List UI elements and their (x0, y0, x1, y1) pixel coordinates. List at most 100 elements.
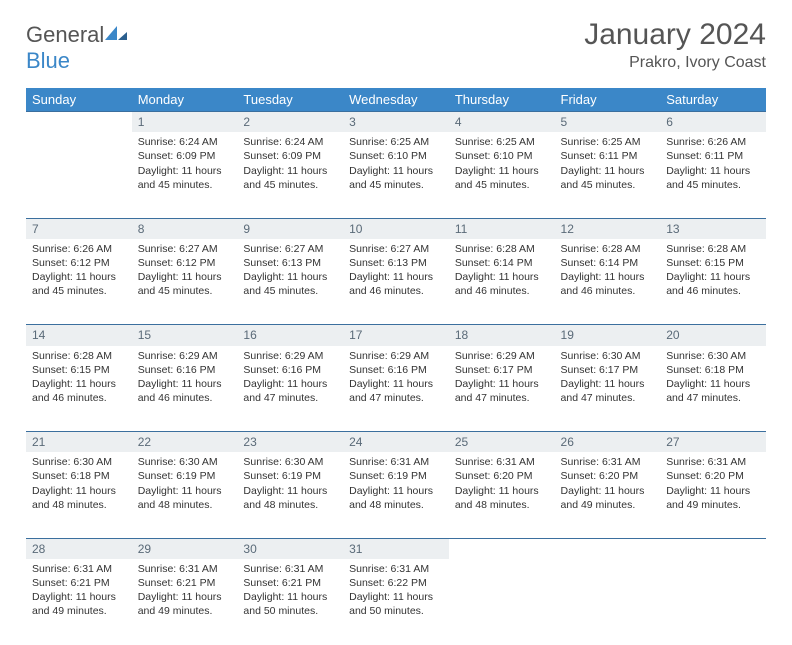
sunrise-text: Sunrise: 6:26 AM (666, 135, 760, 149)
logo-sail-icon (105, 22, 127, 48)
day2-text: and 45 minutes. (455, 178, 549, 192)
day-body-cell (555, 559, 661, 645)
sunrise-text: Sunrise: 6:28 AM (455, 242, 549, 256)
day-number-cell: 9 (237, 218, 343, 239)
sunrise-text: Sunrise: 6:25 AM (349, 135, 443, 149)
day1-text: Daylight: 11 hours (666, 164, 760, 178)
day1-text: Daylight: 11 hours (138, 377, 232, 391)
day-body-cell: Sunrise: 6:31 AMSunset: 6:19 PMDaylight:… (343, 452, 449, 538)
day-body-cell: Sunrise: 6:30 AMSunset: 6:18 PMDaylight:… (660, 346, 766, 432)
day-body-cell: Sunrise: 6:26 AMSunset: 6:11 PMDaylight:… (660, 132, 766, 218)
day1-text: Daylight: 11 hours (32, 590, 126, 604)
day1-text: Daylight: 11 hours (138, 484, 232, 498)
day2-text: and 48 minutes. (243, 498, 337, 512)
sunset-text: Sunset: 6:17 PM (561, 363, 655, 377)
day-body-cell: Sunrise: 6:30 AMSunset: 6:18 PMDaylight:… (26, 452, 132, 538)
day-number-cell: 13 (660, 218, 766, 239)
day-number-cell: 11 (449, 218, 555, 239)
day2-text: and 46 minutes. (138, 391, 232, 405)
day-body-row: Sunrise: 6:28 AMSunset: 6:15 PMDaylight:… (26, 346, 766, 432)
day1-text: Daylight: 11 hours (455, 484, 549, 498)
day1-text: Daylight: 11 hours (32, 270, 126, 284)
day2-text: and 46 minutes. (32, 391, 126, 405)
day-number-cell: 4 (449, 112, 555, 133)
sunrise-text: Sunrise: 6:31 AM (666, 455, 760, 469)
day-number-cell: 31 (343, 538, 449, 559)
day-number-cell: 15 (132, 325, 238, 346)
day1-text: Daylight: 11 hours (561, 484, 655, 498)
day-number-cell: 10 (343, 218, 449, 239)
day-number-cell: 8 (132, 218, 238, 239)
day-body-cell: Sunrise: 6:27 AMSunset: 6:12 PMDaylight:… (132, 239, 238, 325)
day1-text: Daylight: 11 hours (138, 164, 232, 178)
day-header: Saturday (660, 88, 766, 112)
day-number-cell: 16 (237, 325, 343, 346)
day-body-cell: Sunrise: 6:28 AMSunset: 6:15 PMDaylight:… (26, 346, 132, 432)
day1-text: Daylight: 11 hours (243, 377, 337, 391)
day1-text: Daylight: 11 hours (243, 164, 337, 178)
sunset-text: Sunset: 6:12 PM (32, 256, 126, 270)
day2-text: and 49 minutes. (561, 498, 655, 512)
day-body-cell: Sunrise: 6:26 AMSunset: 6:12 PMDaylight:… (26, 239, 132, 325)
sunset-text: Sunset: 6:19 PM (349, 469, 443, 483)
day-body-cell: Sunrise: 6:25 AMSunset: 6:11 PMDaylight:… (555, 132, 661, 218)
sunset-text: Sunset: 6:21 PM (32, 576, 126, 590)
sunset-text: Sunset: 6:13 PM (243, 256, 337, 270)
day-body-cell: Sunrise: 6:27 AMSunset: 6:13 PMDaylight:… (237, 239, 343, 325)
day2-text: and 45 minutes. (138, 284, 232, 298)
day-number-cell: 20 (660, 325, 766, 346)
sunset-text: Sunset: 6:18 PM (666, 363, 760, 377)
day1-text: Daylight: 11 hours (455, 270, 549, 284)
logo-text-general: General (26, 22, 104, 47)
sunset-text: Sunset: 6:10 PM (455, 149, 549, 163)
sunset-text: Sunset: 6:14 PM (561, 256, 655, 270)
day-body-cell: Sunrise: 6:24 AMSunset: 6:09 PMDaylight:… (132, 132, 238, 218)
day-number-cell: 22 (132, 432, 238, 453)
day-body-cell: Sunrise: 6:30 AMSunset: 6:17 PMDaylight:… (555, 346, 661, 432)
sunset-text: Sunset: 6:22 PM (349, 576, 443, 590)
day1-text: Daylight: 11 hours (455, 164, 549, 178)
sunset-text: Sunset: 6:09 PM (243, 149, 337, 163)
sunrise-text: Sunrise: 6:31 AM (138, 562, 232, 576)
day1-text: Daylight: 11 hours (666, 484, 760, 498)
sunset-text: Sunset: 6:19 PM (138, 469, 232, 483)
day-body-cell: Sunrise: 6:25 AMSunset: 6:10 PMDaylight:… (343, 132, 449, 218)
day-body-cell: Sunrise: 6:29 AMSunset: 6:16 PMDaylight:… (237, 346, 343, 432)
day-body-cell: Sunrise: 6:29 AMSunset: 6:16 PMDaylight:… (343, 346, 449, 432)
sunrise-text: Sunrise: 6:31 AM (32, 562, 126, 576)
day-number-cell: 12 (555, 218, 661, 239)
header: GeneralBlue January 2024 Prakro, Ivory C… (26, 18, 766, 74)
sunrise-text: Sunrise: 6:30 AM (32, 455, 126, 469)
sunrise-text: Sunrise: 6:30 AM (561, 349, 655, 363)
sunrise-text: Sunrise: 6:30 AM (138, 455, 232, 469)
day-header: Sunday (26, 88, 132, 112)
day-body-cell: Sunrise: 6:31 AMSunset: 6:22 PMDaylight:… (343, 559, 449, 645)
day2-text: and 45 minutes. (243, 178, 337, 192)
sunset-text: Sunset: 6:10 PM (349, 149, 443, 163)
sunset-text: Sunset: 6:12 PM (138, 256, 232, 270)
logo-text: GeneralBlue (26, 22, 127, 74)
day2-text: and 46 minutes. (455, 284, 549, 298)
sunset-text: Sunset: 6:16 PM (349, 363, 443, 377)
sunset-text: Sunset: 6:18 PM (32, 469, 126, 483)
day-body-row: Sunrise: 6:30 AMSunset: 6:18 PMDaylight:… (26, 452, 766, 538)
day-body-cell: Sunrise: 6:28 AMSunset: 6:14 PMDaylight:… (449, 239, 555, 325)
sunrise-text: Sunrise: 6:27 AM (138, 242, 232, 256)
sunrise-text: Sunrise: 6:28 AM (561, 242, 655, 256)
day-body-cell: Sunrise: 6:31 AMSunset: 6:20 PMDaylight:… (449, 452, 555, 538)
location: Prakro, Ivory Coast (584, 54, 766, 72)
sunrise-text: Sunrise: 6:31 AM (455, 455, 549, 469)
day-number-cell: 23 (237, 432, 343, 453)
day2-text: and 46 minutes. (561, 284, 655, 298)
day2-text: and 49 minutes. (666, 498, 760, 512)
day-number-cell: 24 (343, 432, 449, 453)
day-number-cell: 27 (660, 432, 766, 453)
sunset-text: Sunset: 6:11 PM (666, 149, 760, 163)
sunset-text: Sunset: 6:15 PM (666, 256, 760, 270)
day-body-cell (26, 132, 132, 218)
day1-text: Daylight: 11 hours (561, 377, 655, 391)
day2-text: and 47 minutes. (349, 391, 443, 405)
day2-text: and 45 minutes. (561, 178, 655, 192)
day1-text: Daylight: 11 hours (349, 164, 443, 178)
day-body-cell: Sunrise: 6:28 AMSunset: 6:15 PMDaylight:… (660, 239, 766, 325)
